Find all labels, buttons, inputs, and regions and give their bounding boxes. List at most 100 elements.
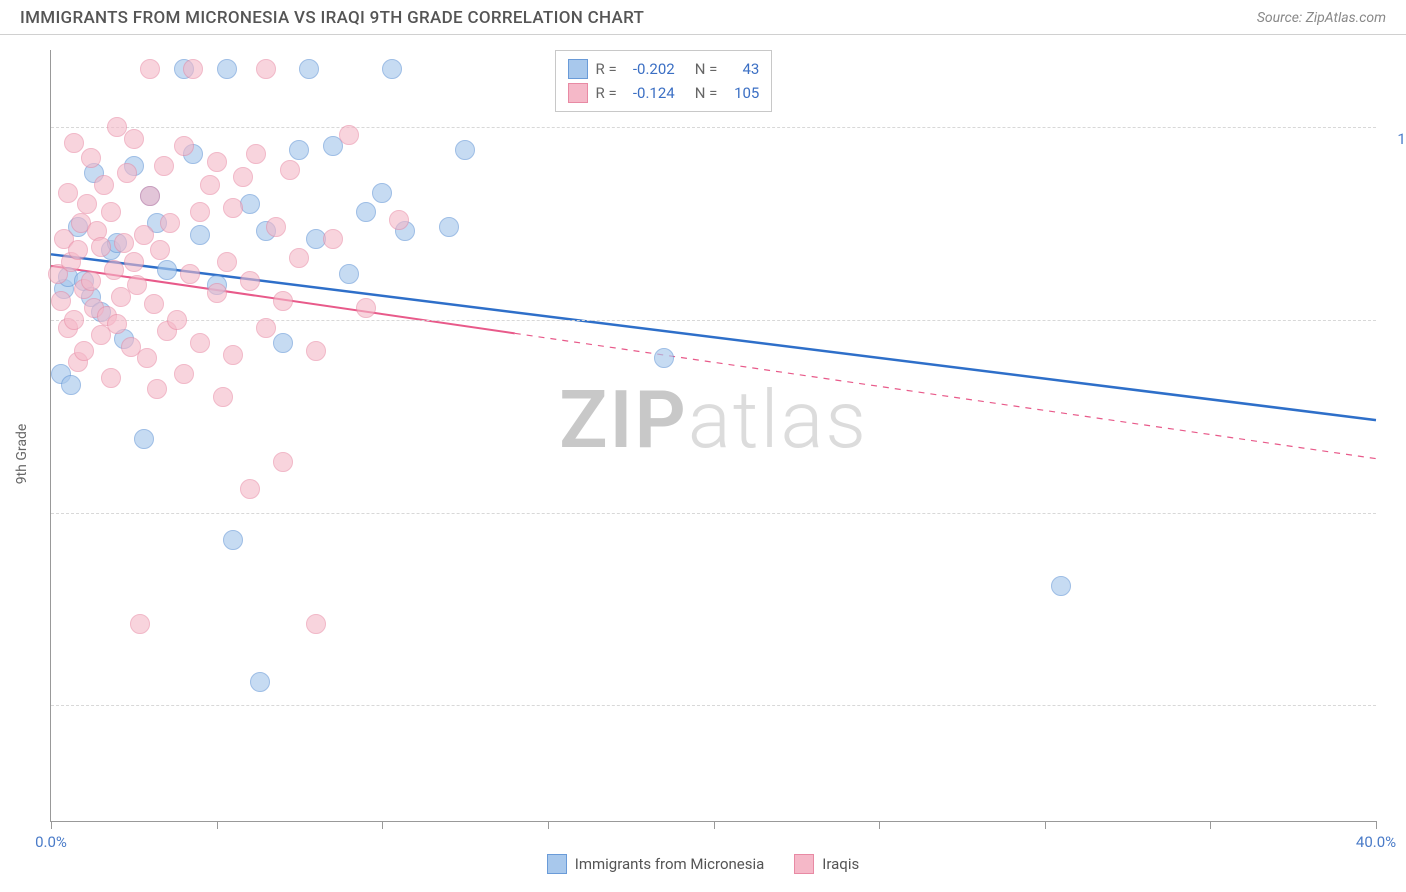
- y-axis-title: 9th Grade: [14, 424, 30, 485]
- chart-legend: Immigrants from Micronesia Iraqis: [0, 854, 1406, 874]
- scatter-point: [140, 186, 160, 206]
- scatter-point: [134, 225, 154, 245]
- scatter-point: [207, 152, 227, 172]
- stat-n-label: N =: [695, 84, 718, 102]
- scatter-point: [323, 229, 343, 249]
- scatter-point: [104, 260, 124, 280]
- scatter-point: [240, 271, 260, 291]
- scatter-point: [256, 318, 276, 338]
- x-tick: [51, 821, 52, 829]
- scatter-point: [266, 217, 286, 237]
- scatter-point: [207, 283, 227, 303]
- scatter-point: [439, 217, 459, 237]
- scatter-point: [101, 368, 121, 388]
- scatter-point: [114, 233, 134, 253]
- scatter-point: [101, 202, 121, 222]
- scatter-point: [140, 59, 160, 79]
- series-swatch: [568, 83, 588, 103]
- grid-line: [51, 127, 1376, 128]
- stat-r-value: -0.202: [625, 60, 675, 78]
- stats-box: R = -0.202 N = 43 R = -0.124 N = 105: [555, 50, 773, 112]
- scatter-point: [1051, 576, 1071, 596]
- scatter-point: [356, 202, 376, 222]
- scatter-point: [200, 175, 220, 195]
- scatter-point: [157, 260, 177, 280]
- scatter-point: [190, 225, 210, 245]
- scatter-point: [339, 125, 359, 145]
- scatter-point: [273, 333, 293, 353]
- stat-r-label: R =: [596, 60, 617, 78]
- scatter-point: [51, 291, 71, 311]
- scatter-point: [150, 240, 170, 260]
- scatter-point: [160, 213, 180, 233]
- scatter-point: [654, 348, 674, 368]
- x-tick: [548, 821, 549, 829]
- scatter-point: [68, 240, 88, 260]
- scatter-point: [273, 291, 293, 311]
- y-tick-label: 100.0%: [1397, 130, 1406, 148]
- x-tick-label: 40.0%: [1356, 833, 1396, 851]
- scatter-point: [389, 210, 409, 230]
- scatter-point: [94, 175, 114, 195]
- scatter-point: [223, 345, 243, 365]
- stats-row: R = -0.124 N = 105: [568, 81, 760, 105]
- x-tick: [714, 821, 715, 829]
- stat-n-value: 43: [725, 60, 759, 78]
- chart-title: IMMIGRANTS FROM MICRONESIA VS IRAQI 9TH …: [20, 8, 644, 28]
- scatter-point: [256, 59, 276, 79]
- scatter-point: [233, 167, 253, 187]
- scatter-point: [223, 530, 243, 550]
- scatter-point: [306, 341, 326, 361]
- scatter-point: [127, 275, 147, 295]
- stat-n-value: 105: [725, 84, 759, 102]
- x-tick-label: 0.0%: [35, 833, 67, 851]
- legend-swatch: [547, 854, 567, 874]
- scatter-point: [217, 252, 237, 272]
- grid-line: [51, 705, 1376, 706]
- scatter-point: [124, 129, 144, 149]
- scatter-point: [213, 387, 233, 407]
- scatter-point: [223, 198, 243, 218]
- scatter-point: [273, 452, 293, 472]
- stat-n-label: N =: [695, 60, 718, 78]
- grid-line: [51, 320, 1376, 321]
- scatter-point: [299, 59, 319, 79]
- scatter-point: [130, 614, 150, 634]
- scatter-point: [382, 59, 402, 79]
- scatter-point: [289, 140, 309, 160]
- grid-line: [51, 513, 1376, 514]
- legend-item: Immigrants from Micronesia: [547, 854, 765, 874]
- scatter-point: [81, 148, 101, 168]
- stat-r-value: -0.124: [625, 84, 675, 102]
- scatter-point: [61, 375, 81, 395]
- scatter-point: [217, 59, 237, 79]
- scatter-point: [306, 614, 326, 634]
- scatter-point: [64, 310, 84, 330]
- scatter-point: [372, 183, 392, 203]
- scatter-point: [91, 237, 111, 257]
- stat-r-label: R =: [596, 84, 617, 102]
- scatter-point: [81, 271, 101, 291]
- scatter-point: [240, 479, 260, 499]
- scatter-point: [134, 429, 154, 449]
- scatter-point: [147, 379, 167, 399]
- legend-label: Iraqis: [822, 855, 859, 873]
- legend-swatch: [794, 854, 814, 874]
- scatter-point: [246, 144, 266, 164]
- chart-source: Source: ZipAtlas.com: [1257, 10, 1386, 26]
- scatter-point: [339, 264, 359, 284]
- legend-label: Immigrants from Micronesia: [575, 855, 765, 873]
- scatter-point: [137, 348, 157, 368]
- x-tick: [217, 821, 218, 829]
- trend-line-dashed: [515, 333, 1376, 458]
- scatter-point: [174, 136, 194, 156]
- series-swatch: [568, 59, 588, 79]
- x-tick: [1210, 821, 1211, 829]
- x-tick: [879, 821, 880, 829]
- scatter-point: [250, 672, 270, 692]
- stats-row: R = -0.202 N = 43: [568, 57, 760, 81]
- x-tick: [1376, 821, 1377, 829]
- x-tick: [1045, 821, 1046, 829]
- scatter-point: [124, 252, 144, 272]
- scatter-point: [74, 341, 94, 361]
